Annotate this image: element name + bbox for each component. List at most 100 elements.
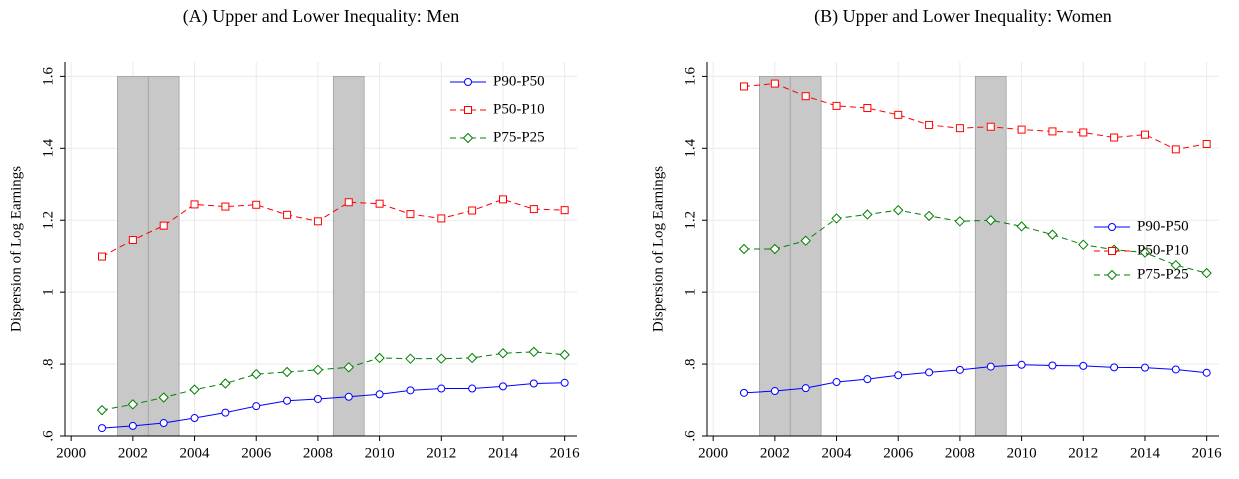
x-tick-label: 2000	[56, 445, 86, 461]
point	[770, 79, 779, 88]
y-axis-label: Dispersion of Log Earnings	[8, 166, 24, 332]
x-tick-label: 2002	[118, 445, 148, 461]
point	[283, 396, 292, 405]
point	[159, 221, 168, 230]
x-tick-label: 2000	[698, 445, 728, 461]
point	[220, 378, 231, 389]
x-tick-label: 2006	[241, 445, 272, 461]
point	[738, 243, 750, 255]
point	[1017, 125, 1026, 134]
point	[252, 200, 261, 209]
point	[954, 216, 966, 227]
legend-label: P75-P25	[1137, 266, 1189, 282]
point	[801, 92, 810, 101]
chart-title: (A) Upper and Lower Inequality: Men	[183, 6, 459, 27]
axis-frame	[706, 62, 1219, 437]
point	[128, 421, 137, 430]
point	[955, 124, 964, 133]
point	[529, 205, 538, 214]
x-tick-label: 2012	[426, 445, 456, 461]
point	[221, 202, 230, 211]
point	[1202, 368, 1211, 377]
point	[128, 236, 137, 245]
y-tick-label: 1.2	[682, 211, 698, 230]
point	[832, 378, 841, 387]
point	[740, 82, 749, 91]
point	[769, 243, 781, 255]
series-line	[101, 382, 565, 429]
point	[1048, 361, 1057, 370]
point	[925, 120, 934, 129]
point	[894, 371, 903, 380]
x-tick-label: 2002	[760, 445, 790, 461]
y-tick-label: .8	[40, 358, 56, 369]
point	[497, 348, 509, 359]
point	[406, 386, 415, 395]
y-tick-label: 1.4	[40, 138, 56, 157]
point	[313, 394, 322, 403]
point	[1202, 139, 1211, 148]
legend: P90-P50 P50-P10 P75-P25	[1094, 218, 1189, 282]
point	[281, 366, 293, 378]
series-line	[743, 83, 1207, 150]
point	[560, 206, 569, 215]
x-tick-label: 2014	[488, 445, 519, 461]
legend-marker	[1108, 247, 1116, 255]
point	[528, 346, 540, 358]
point	[468, 206, 477, 215]
point	[498, 382, 507, 391]
point	[529, 379, 538, 388]
point	[801, 384, 810, 393]
point	[1078, 239, 1089, 250]
recession-shade	[117, 75, 149, 437]
point	[1079, 361, 1088, 370]
point	[1171, 365, 1180, 374]
point	[98, 424, 107, 433]
point	[406, 210, 415, 219]
legend-label: P50-P10	[1137, 242, 1189, 258]
point	[190, 200, 199, 209]
point	[1047, 229, 1058, 240]
point	[923, 210, 935, 222]
point	[1170, 259, 1182, 271]
point	[925, 368, 934, 377]
point	[374, 352, 385, 364]
point	[221, 408, 230, 417]
legend-marker	[464, 106, 472, 114]
x-tick-label: 2008	[303, 445, 333, 461]
y-tick-label: 1.6	[682, 67, 698, 86]
point	[770, 387, 779, 396]
point	[862, 209, 873, 220]
point	[1140, 130, 1149, 139]
point	[343, 362, 354, 373]
y-tick-label: .6	[682, 430, 698, 442]
point	[1016, 221, 1027, 232]
chart-panel: (A) Upper and Lower Inequality: Men Dispe…	[8, 6, 580, 461]
point	[955, 365, 964, 374]
y-tick-label: 1	[40, 288, 56, 296]
point	[560, 378, 569, 387]
point	[468, 384, 477, 393]
point	[252, 402, 261, 411]
point	[985, 215, 996, 226]
point	[96, 404, 108, 416]
point	[312, 364, 324, 376]
x-tick-label: 2004	[180, 445, 211, 461]
x-tick-label: 2016	[1192, 445, 1223, 461]
point	[1048, 127, 1057, 136]
recession-shade	[332, 75, 365, 437]
point	[1110, 363, 1119, 372]
series-line	[744, 209, 1207, 274]
point	[863, 375, 872, 384]
point	[437, 214, 446, 223]
point	[1140, 363, 1149, 372]
point	[375, 390, 384, 399]
legend-label: P50-P10	[493, 101, 545, 117]
point	[466, 352, 478, 364]
x-tick-label: 2010	[1007, 445, 1037, 461]
series-line	[743, 364, 1207, 394]
point	[98, 252, 107, 261]
x-tick-label: 2010	[365, 445, 395, 461]
recession-shade	[974, 75, 1007, 437]
point	[437, 384, 446, 393]
